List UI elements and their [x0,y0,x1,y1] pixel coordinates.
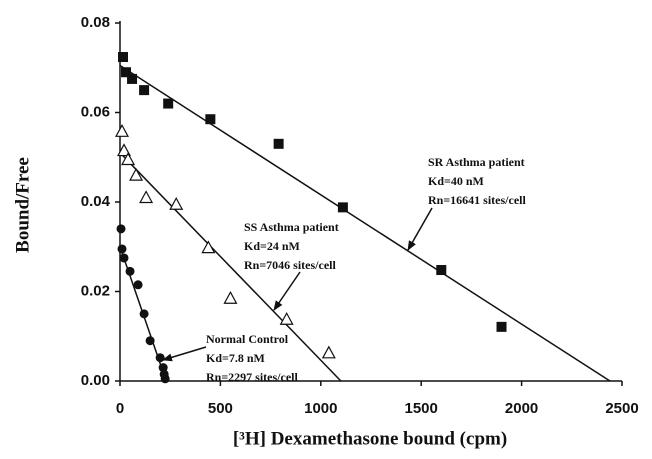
circle-point [155,353,165,363]
x-tick-label: 500 [208,400,233,417]
fit-line [119,152,342,382]
x-tick-label: 2000 [505,400,538,417]
circle-point [119,253,129,263]
square-point [205,114,216,125]
circle-point [133,280,143,290]
x-tick-label: 1000 [304,400,337,417]
triangle-point [321,345,336,359]
square-point [496,321,507,332]
square-point [139,85,150,96]
y-tick-label: 0.02 [81,282,110,299]
x-tick-label: 1500 [405,400,438,417]
y-tick-label: 0.04 [81,193,111,210]
fit-line [119,64,611,382]
circle-point [139,309,149,319]
x-tick-label: 2500 [605,400,638,417]
annotation: SS Asthma patient [244,220,339,234]
annotation: Rn=7046 sites/cell [244,258,336,272]
triangle-point [139,190,154,204]
annotation: Kd=7.8 nM [206,351,265,365]
square-point [163,98,174,109]
x-axis-label: [³H] Dexamethasone bound (cpm) [233,428,507,449]
triangle-point [129,167,144,181]
square-point [118,52,129,63]
circle-point [117,244,127,254]
square-point [337,202,348,213]
square-point [273,138,284,149]
triangle-point [114,124,130,137]
square-point [436,265,447,276]
triangle-point [201,240,216,254]
circle-point [125,266,135,276]
y-tick-label: 0.08 [81,14,110,31]
y-tick-label: 0.00 [81,372,110,389]
annotation: Rn=2297 sites/cell [206,370,298,384]
annotation: Rn=16641 sites/cell [428,193,526,207]
y-axis-label: Bound/Free [12,157,33,253]
annotation: SR Asthma patient [428,155,525,169]
triangle-point [169,196,184,210]
square-point [127,73,138,84]
triangle-point [121,152,136,166]
x-tick-label: 0 [116,400,124,417]
circle-point [116,224,126,234]
circle-point [145,336,155,346]
circle-point [160,374,170,384]
triangle-point [117,143,132,157]
annotation: Kd=24 nM [244,239,300,253]
triangle-point [223,290,238,304]
annotation: Kd=40 nM [428,174,484,188]
triangle-point [279,311,294,325]
circle-point [158,363,168,373]
annotation-arrow [273,271,301,311]
annotation: Normal Control [206,332,289,346]
y-tick-label: 0.06 [81,103,110,120]
annotation-arrow [162,346,207,362]
square-point [121,67,132,78]
annotation-arrow [407,207,433,251]
